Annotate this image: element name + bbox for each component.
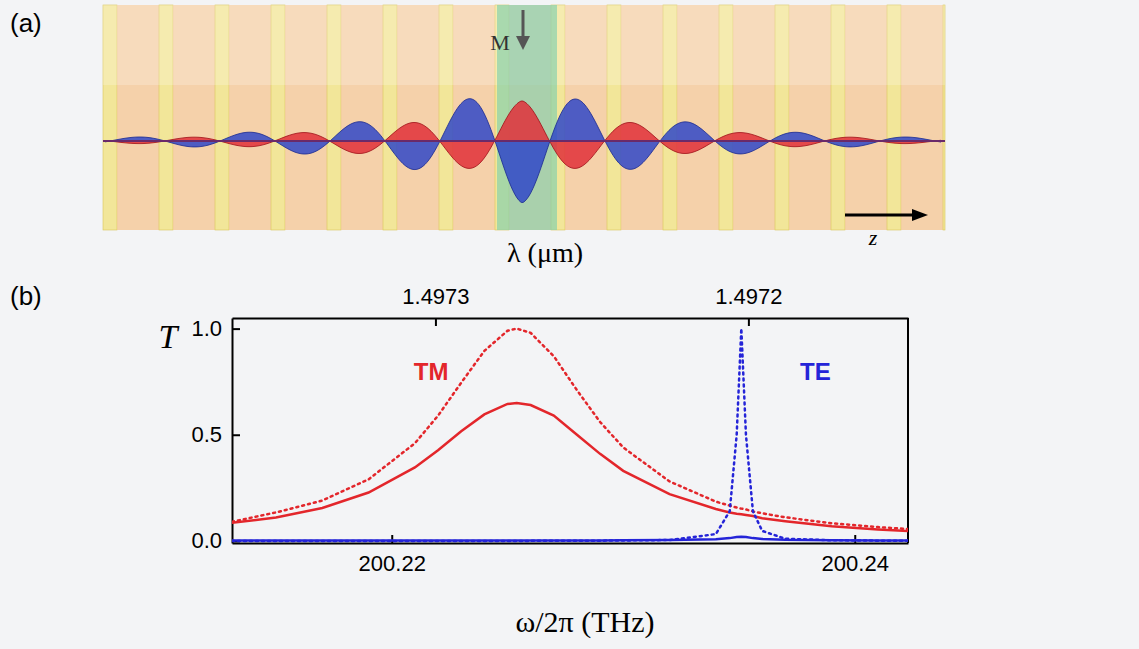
x2-axis-tick-label: 1.4973	[402, 284, 469, 309]
y-axis-tick-label: 0.0	[191, 528, 222, 553]
y-title: T	[159, 318, 180, 355]
wave-axis	[103, 140, 945, 142]
wave-blue	[105, 99, 941, 203]
y-axis-tick-label: 1.0	[191, 316, 222, 341]
y-axis: 0.0 0.5 1.0	[191, 316, 240, 553]
y-axis-line	[232, 319, 234, 544]
frame-right	[907, 318, 909, 543]
x2-axis-tick: 1.4973	[402, 284, 469, 326]
y-axis-tick-mark	[232, 328, 240, 330]
x2-axis-tick-mark	[435, 318, 437, 326]
m-arrow-head	[516, 36, 530, 50]
x-axis-line	[233, 543, 909, 545]
y-axis-tick-mark	[232, 434, 240, 436]
y-axis-tick: 1.0	[191, 316, 240, 341]
y-axis-tick-label: 0.5	[191, 422, 222, 447]
wave-red	[105, 101, 941, 168]
panel-label: (b)	[10, 281, 42, 311]
panel-label: (a)	[10, 8, 42, 38]
lines	[232, 329, 908, 541]
z-label: z	[868, 225, 878, 250]
series-line	[232, 537, 908, 541]
x-axis-tick-mark	[854, 535, 856, 543]
panel-a: Mz	[103, 5, 945, 250]
x2-axis-tick: 1.4972	[715, 284, 782, 326]
x-axis-tick-label: 200.22	[359, 551, 426, 576]
series-line	[232, 329, 908, 541]
series-line	[232, 403, 908, 531]
x2-axis: 1.4973 1.4972	[233, 284, 909, 326]
figure: Mz(a)200.22200.240.00.51.01.49731.4972TM…	[0, 0, 1139, 649]
x2-axis-tick-label: 1.4972	[715, 284, 782, 309]
background	[0, 0, 1139, 649]
z-arrow	[845, 214, 915, 217]
y-axis-tick: 0.5	[191, 422, 240, 447]
x2-title: λ (μm)	[507, 237, 583, 268]
x-title: ω/2π (THz)	[515, 605, 654, 639]
m-arrow	[522, 10, 525, 38]
x-axis-tick-mark	[391, 535, 393, 543]
annotation: TE	[800, 358, 831, 385]
x-axis: 200.22 200.24	[233, 535, 909, 576]
x2-axis-tick-mark	[748, 318, 750, 326]
annotation: TM	[414, 358, 449, 385]
z-arrow-head	[912, 209, 928, 221]
x2-axis-line	[233, 318, 909, 320]
x-axis-tick-label: 200.24	[822, 551, 889, 576]
m-label: M	[490, 30, 510, 55]
